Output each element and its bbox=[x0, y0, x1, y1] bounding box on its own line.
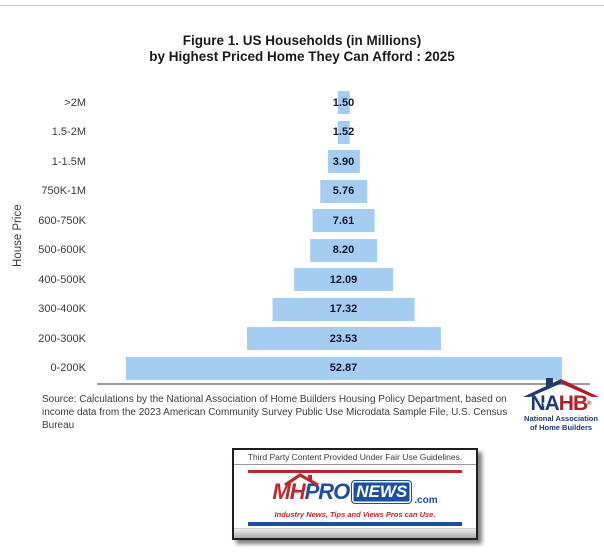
category-label: 500-600K bbox=[38, 244, 86, 257]
chart-row: 300-400K 17.32 bbox=[38, 295, 590, 325]
mhpro-red-rule bbox=[248, 470, 462, 473]
chart-title: Figure 1. US Households (in Millions) by… bbox=[0, 33, 604, 65]
category-label: 300-400K bbox=[38, 303, 86, 316]
category-label: 600-750K bbox=[38, 214, 86, 227]
fair-use-notice: Third Party Content Provided Under Fair … bbox=[234, 450, 476, 465]
chart-row: 750K-1M 5.76 bbox=[41, 177, 590, 207]
mhpro-tagline: Industry News, Tips and Views Pros can U… bbox=[274, 510, 436, 519]
chart-row: 500-600K 8.20 bbox=[38, 236, 590, 266]
value-label: 5.76 bbox=[332, 185, 355, 197]
category-label: 200-300K bbox=[38, 332, 86, 345]
nahb-logo: NAHB® ★ National Association of Home Bui… bbox=[518, 378, 604, 436]
source-note: Source: Calculations by the National Ass… bbox=[42, 394, 508, 431]
bar bbox=[327, 150, 360, 173]
chart-title-line1: Figure 1. US Households (in Millions) bbox=[182, 33, 422, 48]
nahb-acronym: NAHB® ★ bbox=[518, 392, 604, 415]
nahb-roof-icon bbox=[523, 378, 599, 397]
chart-row: 1-1.5M 3.90 bbox=[52, 147, 590, 177]
chart-row: 600-750K 7.61 bbox=[38, 206, 590, 236]
value-label: 1.52 bbox=[332, 126, 355, 138]
chart-row: >2M 1.50 bbox=[64, 88, 590, 118]
value-label: 3.90 bbox=[332, 155, 355, 168]
category-label: 0-200K bbox=[50, 362, 86, 375]
bar bbox=[312, 209, 375, 232]
value-label: 17.32 bbox=[329, 303, 358, 315]
nahb-star-icon: ★ bbox=[542, 401, 548, 408]
category-label: 1-1.5M bbox=[51, 155, 86, 168]
nahb-subtitle: National Association of Home Builders bbox=[518, 414, 604, 432]
top-divider bbox=[0, 5, 604, 6]
value-label: 12.09 bbox=[329, 273, 358, 286]
bar bbox=[337, 91, 350, 114]
chart-row: 200-300K 23.53 bbox=[38, 324, 590, 354]
bar bbox=[337, 120, 350, 144]
mhpro-logo-news: NEWS bbox=[351, 480, 413, 504]
mhpro-logo-com: .com bbox=[414, 495, 438, 506]
bar bbox=[125, 356, 562, 380]
mhpro-blue-rule bbox=[248, 522, 462, 526]
bar bbox=[309, 238, 378, 262]
mhpro-footer-shadow bbox=[234, 528, 476, 538]
pyramid-chart: >2M 1.50 1.5-2M 1.52 1-1.5M 3.90 750K-1M 5.76 60… bbox=[38, 88, 590, 385]
mhpro-roof-icon bbox=[284, 473, 319, 486]
chart-title-line2: by Highest Priced Home They Can Afford :… bbox=[149, 49, 455, 64]
mhpronews-badge: Third Party Content Provided Under Fair … bbox=[232, 448, 478, 540]
bar bbox=[272, 297, 415, 321]
mhpronews-logo: MH PRO NEWS .com bbox=[234, 473, 476, 509]
bar bbox=[293, 268, 394, 291]
chart-row: 400-500K 12.09 bbox=[38, 265, 590, 295]
value-label: 8.20 bbox=[332, 244, 355, 256]
value-label: 1.50 bbox=[332, 96, 355, 109]
category-label: 400-500K bbox=[38, 273, 86, 286]
bar bbox=[246, 327, 441, 350]
nahb-subtitle-line2: of Home Builders bbox=[529, 422, 593, 432]
value-label: 7.61 bbox=[332, 214, 355, 227]
chart-row: 0-200K 52.87 bbox=[51, 354, 590, 384]
value-label: 23.53 bbox=[329, 332, 358, 345]
nahb-registered-mark: ® bbox=[587, 401, 592, 407]
category-label: >2M bbox=[64, 96, 86, 109]
nahb-acronym-na: NA bbox=[530, 392, 559, 415]
bar bbox=[319, 179, 368, 203]
nahb-subtitle-line1: National Association bbox=[524, 414, 598, 423]
category-label: 750K-1M bbox=[41, 185, 86, 198]
value-label: 52.87 bbox=[329, 362, 358, 374]
category-label: 1.5-2M bbox=[51, 126, 86, 139]
nahb-acronym-hb: HB bbox=[558, 392, 588, 415]
chart-row: 1.5-2M 1.52 bbox=[52, 118, 590, 148]
